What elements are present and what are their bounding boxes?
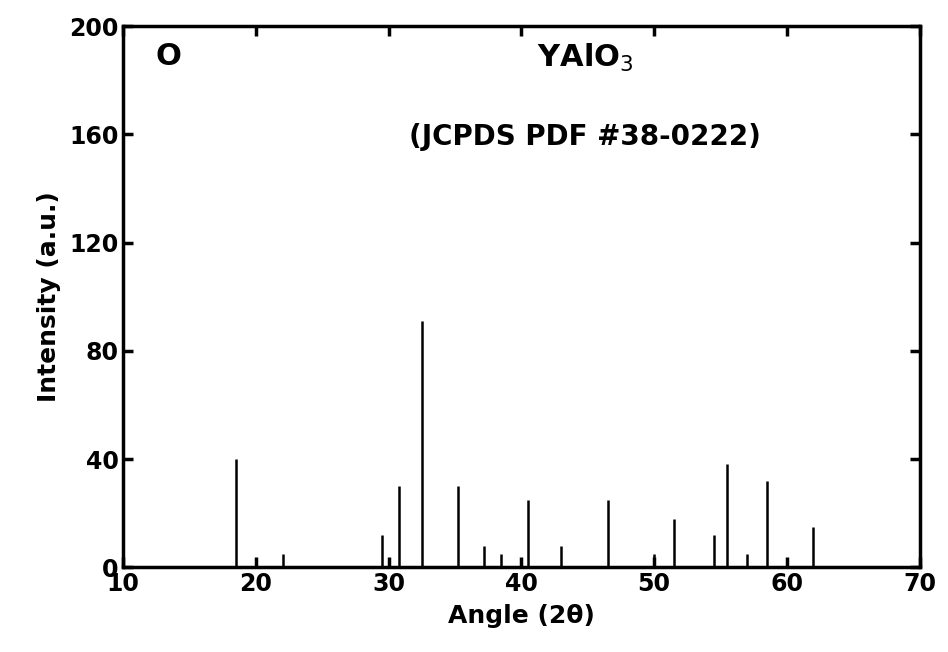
- X-axis label: Angle (2θ): Angle (2θ): [448, 604, 594, 629]
- Y-axis label: Intensity (a.u.): Intensity (a.u.): [37, 191, 61, 402]
- Text: O: O: [155, 42, 181, 71]
- Text: YAlO$_3$: YAlO$_3$: [537, 42, 633, 74]
- Text: (JCPDS PDF #38-0222): (JCPDS PDF #38-0222): [410, 123, 761, 151]
